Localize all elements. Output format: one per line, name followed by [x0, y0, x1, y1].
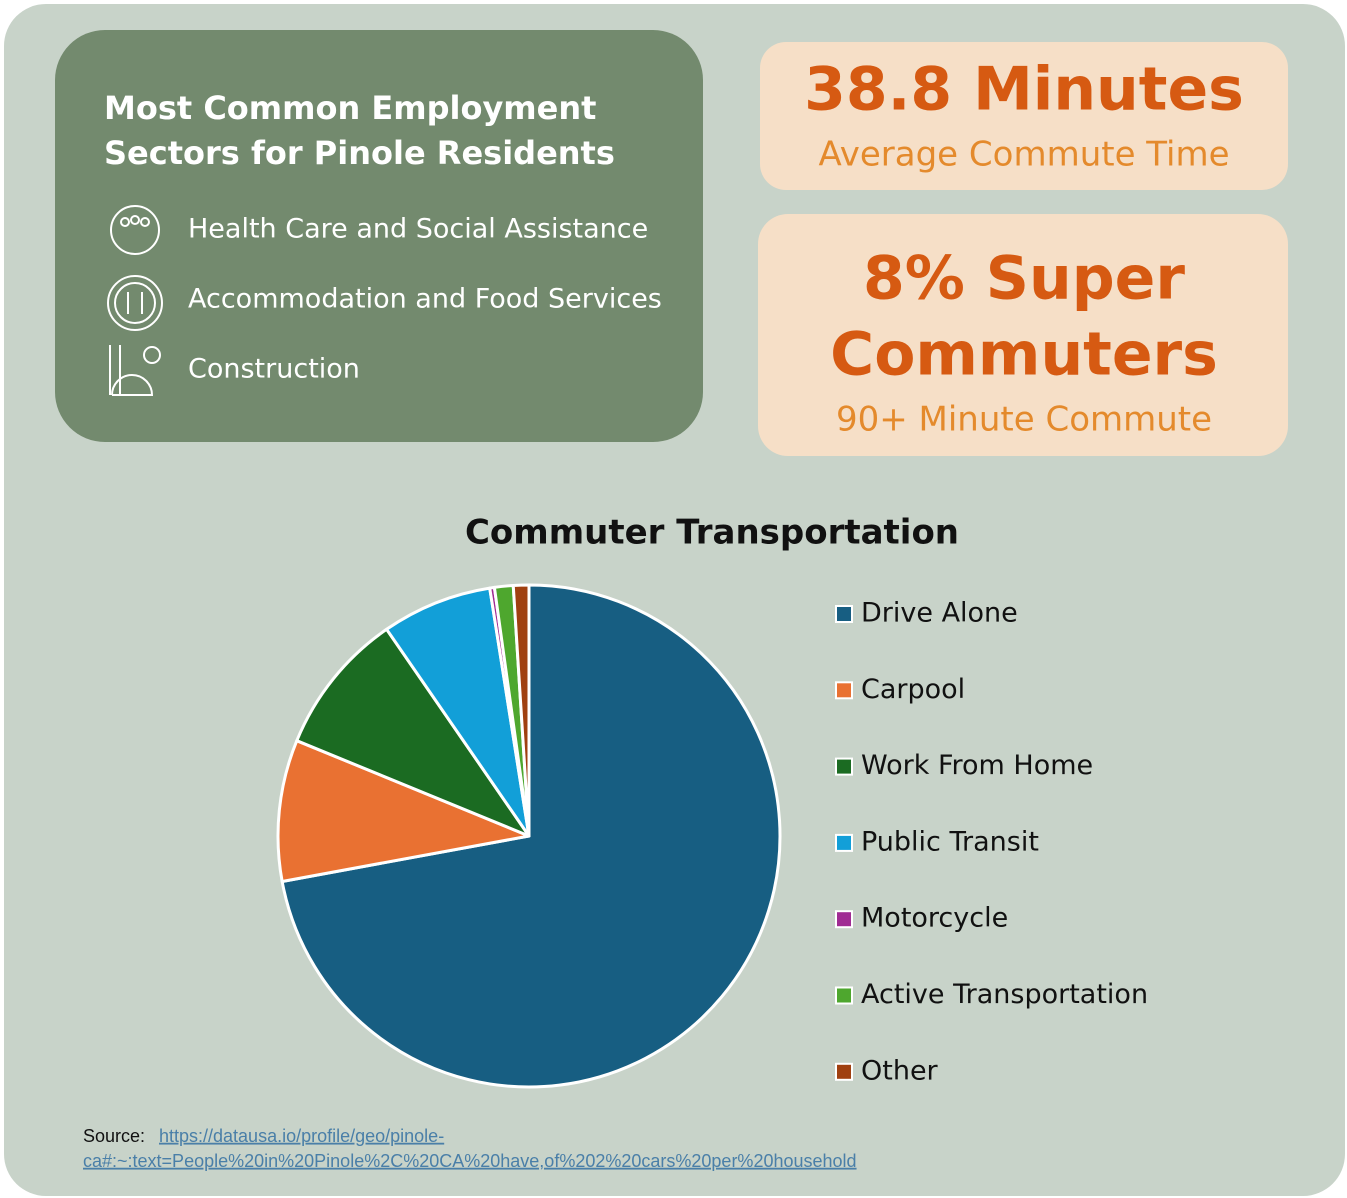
health-icon-part	[140, 217, 150, 227]
legend-swatch	[835, 605, 853, 623]
food-icon	[107, 275, 163, 331]
stat-headline: Commuters	[830, 320, 1218, 390]
stat-caption: Average Commute Time	[818, 135, 1229, 175]
sector-item: Construction	[188, 354, 360, 385]
stat-caption: 90+ Minute Commute	[836, 400, 1212, 440]
health-icon	[110, 205, 160, 255]
source-link: https://datausa.io/profile/geo/pinole-	[159, 1126, 444, 1146]
legend-swatch	[835, 757, 853, 776]
legend-swatch	[835, 986, 853, 1005]
health-icon-part	[120, 217, 130, 227]
stat-headline: 8% Super	[863, 244, 1185, 314]
sector-item: Accommodation and Food Services	[188, 284, 662, 315]
legend-label: Carpool	[861, 674, 965, 705]
stat-card	[758, 214, 1288, 456]
construction-icon-part	[143, 346, 161, 364]
stat-card	[760, 42, 1288, 190]
legend-label: Drive Alone	[861, 598, 1018, 629]
food-icon-part	[114, 282, 156, 324]
sector-icons	[107, 205, 163, 396]
legend-label: Public Transit	[861, 826, 1039, 857]
pie-slice	[276, 739, 531, 883]
sectors-panel	[55, 30, 703, 442]
pie-slice	[280, 583, 782, 1089]
legend-label: Work From Home	[861, 750, 1093, 781]
pie-slice	[385, 586, 531, 838]
legend-swatch	[835, 681, 853, 700]
pie-slice	[295, 627, 531, 838]
sector-item: Health Care and Social Assistance	[188, 214, 648, 245]
stat-headline: 38.8 Minutes	[804, 55, 1244, 125]
source-label: Source:	[83, 1126, 145, 1146]
legend-label: Other	[861, 1055, 939, 1086]
legend-label: Active Transportation	[861, 979, 1148, 1010]
legend-label: Motorcycle	[861, 903, 1008, 934]
construction-icon	[109, 292, 154, 396]
sectors-title: Most Common Employment	[104, 89, 596, 127]
legend-swatch	[835, 833, 853, 852]
pie-slice	[511, 583, 531, 838]
health-icon-part	[130, 215, 140, 225]
legend-swatch	[835, 1062, 853, 1081]
chart-title: Commuter Transportation	[465, 513, 959, 553]
sectors-title: Sectors for Pinole Residents	[104, 134, 615, 172]
legend-swatch	[835, 910, 853, 929]
source-link: ca#:~:text=People%20in%20Pinole%2C%20CA%…	[83, 1151, 857, 1171]
